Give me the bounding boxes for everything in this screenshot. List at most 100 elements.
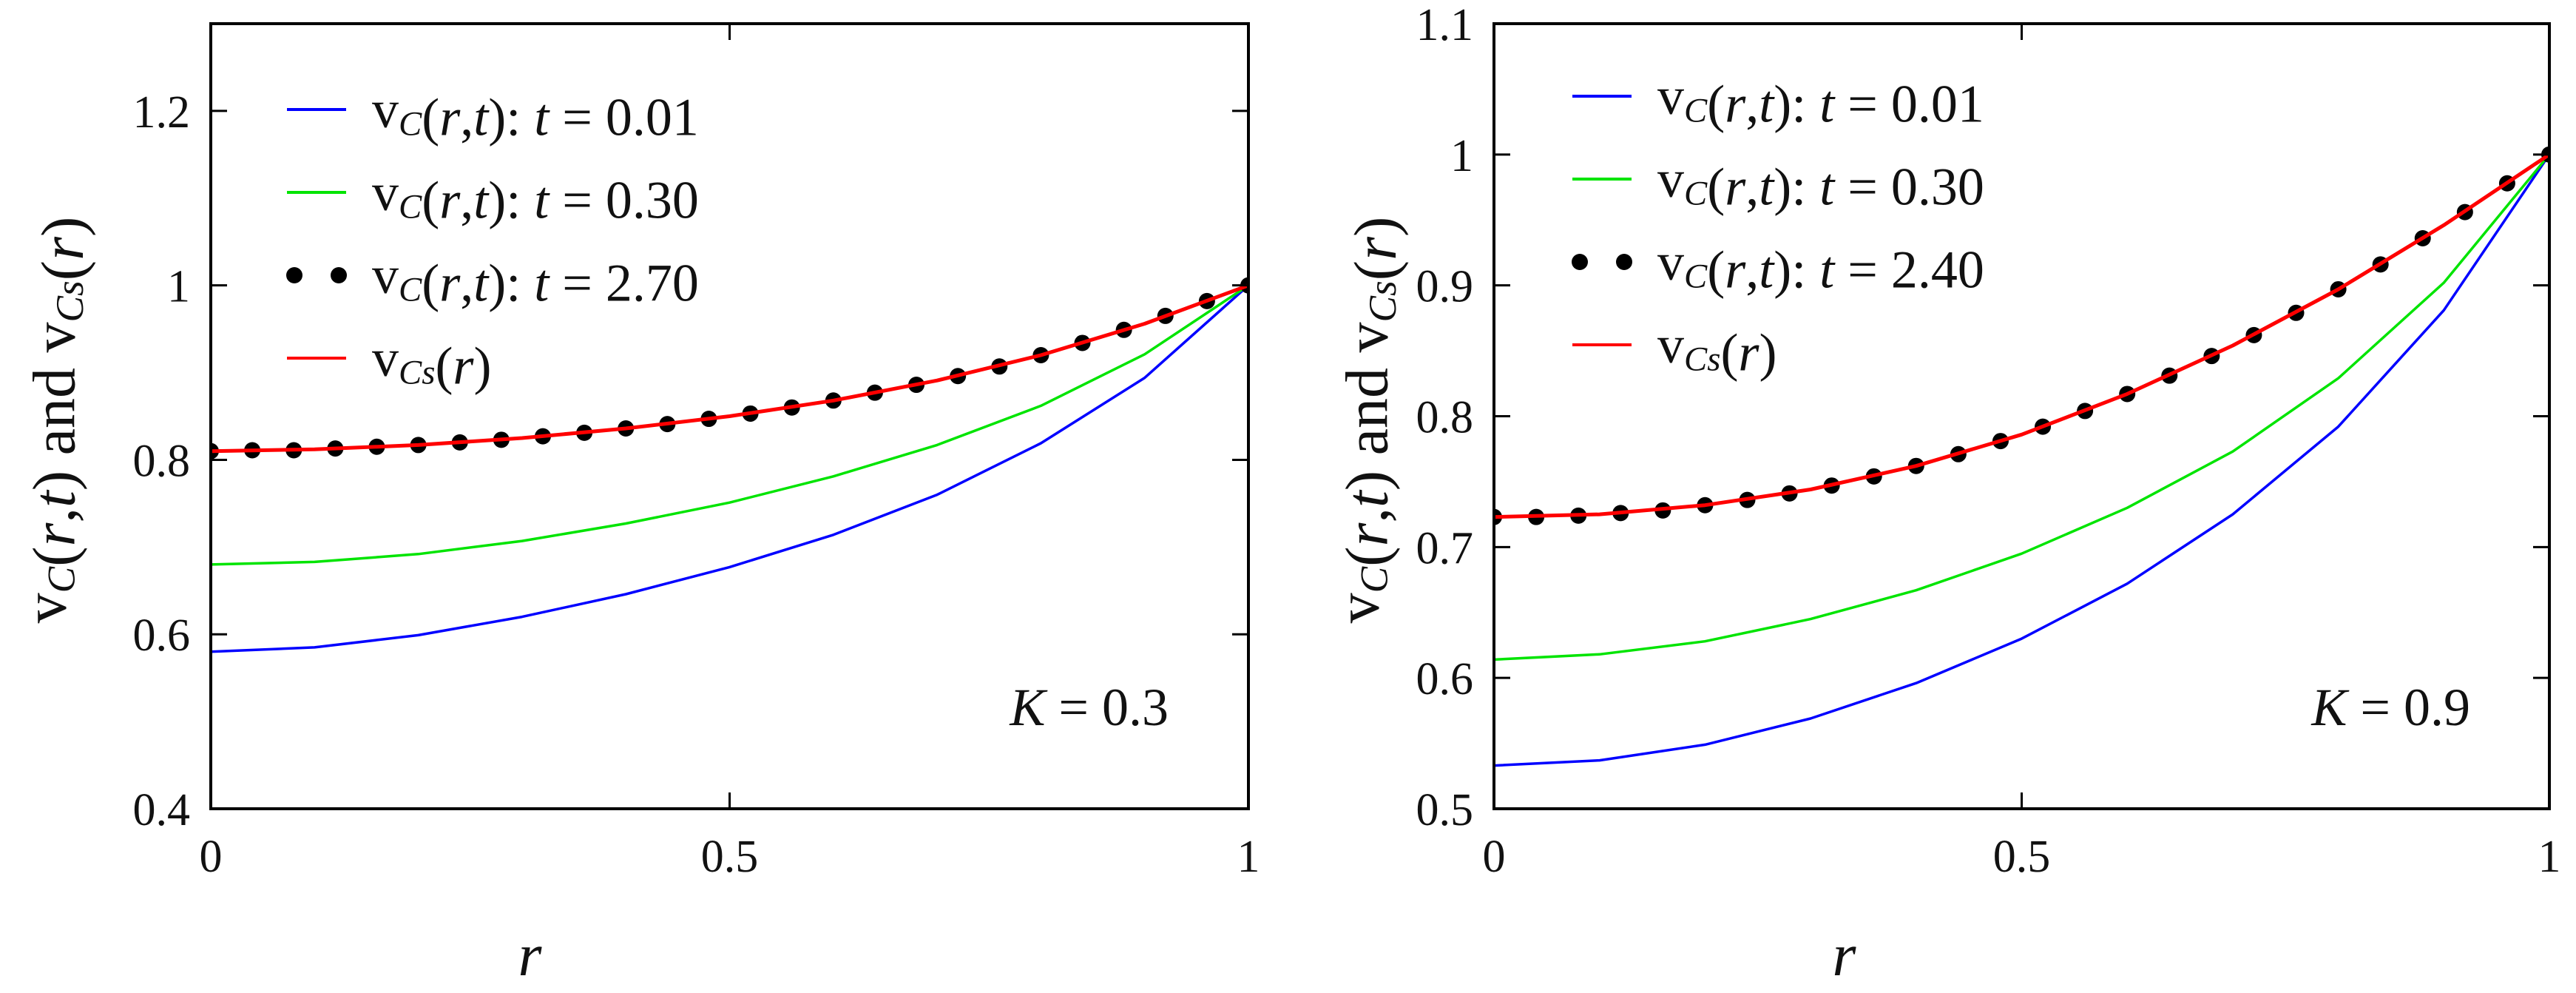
y-axis-label: vC(r,t) and vCs(r) [1325, 217, 1409, 624]
symbol-v: v [1325, 593, 1392, 623]
symbol-v: v [1333, 323, 1400, 353]
y-tick-label: 0.4 [133, 785, 191, 835]
symbol-subscript: Cs [399, 353, 435, 391]
symbol-v: v [1657, 67, 1684, 126]
legend-label: vC(r,t): t = 2.70 [372, 246, 699, 312]
text-part: ( [1707, 240, 1725, 299]
symbol-subscript: C [399, 104, 422, 143]
text-part: r [1725, 74, 1746, 133]
legend-marker [1572, 254, 1588, 270]
symbol-subscript: Cs [1361, 280, 1404, 322]
text-part: t [20, 489, 87, 508]
series-line-1 [1494, 153, 2549, 767]
text-part: , [460, 170, 473, 229]
text-part: ( [1333, 546, 1400, 566]
text-part: ( [1707, 157, 1725, 216]
legend-label: vC(r,t): t = 0.01 [1657, 67, 1984, 133]
symbol-v: v [1657, 232, 1684, 292]
text-part: t [534, 170, 550, 229]
legend-marker [1616, 254, 1632, 270]
symbol-subscript: C [399, 270, 422, 309]
text-part: r [439, 253, 461, 312]
series-line-overlay [1494, 153, 2549, 519]
text-part: ( [422, 170, 439, 229]
annotation-k: K = 0.9 [2310, 678, 2470, 737]
text-part: ): [488, 87, 534, 147]
text-part: t [1759, 240, 1775, 299]
x-tick-label: 1 [2538, 832, 2561, 882]
text-part: r [1725, 240, 1746, 299]
x-tick-label: 0.5 [1993, 832, 2051, 882]
series-line-2 [211, 284, 1248, 566]
text-part: t [534, 87, 550, 147]
y-tick-label: 0.8 [1416, 393, 1474, 443]
text-part: t [1819, 74, 1836, 133]
symbol-v: v [372, 80, 399, 139]
y-tick-label: 1.2 [133, 87, 191, 138]
series-line-1 [211, 284, 1248, 653]
y-tick-label: 1 [167, 262, 190, 312]
text-part: ): [1774, 74, 1819, 133]
symbol-subscript: C [1684, 174, 1708, 212]
text-part: ) and [20, 353, 87, 491]
symbol-subscript: C [1684, 257, 1708, 295]
x-tick-label: 0 [200, 832, 223, 882]
text-part: = 0.9 [2347, 678, 2470, 737]
text-part: ): [1774, 240, 1819, 299]
symbol-subscript: Cs [1684, 340, 1720, 378]
legend-label: vC(r,t): t = 2.40 [1657, 232, 1984, 299]
text-part: r [1342, 236, 1409, 260]
symbol-v: v [1657, 315, 1684, 374]
text-part: , [20, 508, 87, 523]
text-part: t [473, 87, 490, 147]
y-tick-label: 1 [1450, 131, 1473, 181]
symbol-subscript: C [1684, 91, 1708, 129]
text-part: K [2310, 678, 2350, 737]
legend-label: vC(r,t): t = 0.30 [372, 163, 699, 229]
text-part: ( [20, 546, 87, 566]
text-part: = 0.01 [1834, 74, 1984, 133]
text-part: ) and [1333, 353, 1400, 491]
text-part: r [453, 336, 474, 395]
text-part: ( [29, 260, 96, 280]
text-part: r [439, 170, 461, 229]
text-part: = 0.30 [1834, 157, 1984, 216]
text-part: ): [488, 253, 534, 312]
symbol-v: v [12, 593, 79, 623]
annotation-k: K = 0.3 [1009, 678, 1169, 737]
text-part: ): [1774, 157, 1819, 216]
text-part: ( [422, 253, 439, 312]
text-part: r [1725, 157, 1746, 216]
text-part: t [473, 170, 490, 229]
symbol-v: v [20, 323, 87, 353]
text-part: t [1819, 240, 1836, 299]
y-tick-label: 0.9 [1416, 262, 1474, 312]
text-part: = 2.70 [549, 253, 699, 312]
text-part: = 0.3 [1045, 678, 1169, 737]
text-part: t [1333, 489, 1400, 508]
symbol-subscript: C [399, 187, 422, 226]
y-tick-label: 0.5 [1416, 785, 1474, 835]
symbol-v: v [372, 329, 399, 388]
text-part: t [473, 253, 490, 312]
series-line-4 [1494, 152, 2549, 519]
series-group [211, 277, 1248, 653]
text-part: , [1745, 240, 1759, 299]
text-part: ( [1707, 74, 1725, 133]
legend-label: vC(r,t): t = 0.30 [1657, 149, 1984, 216]
series-line-2 [1494, 153, 2549, 662]
series-group [1494, 146, 2549, 767]
text-part: t [1759, 74, 1775, 133]
symbol-subscript: Cs [48, 280, 92, 322]
text-part: t [1819, 157, 1836, 216]
legend-label: vC(r,t): t = 0.01 [372, 80, 699, 147]
text-part: , [1333, 508, 1400, 523]
text-part: r [29, 236, 96, 260]
series-line-overlay [211, 283, 1248, 453]
y-tick-label: 1.1 [1416, 0, 1474, 50]
legend-marker [286, 267, 302, 283]
text-part: , [1745, 157, 1759, 216]
